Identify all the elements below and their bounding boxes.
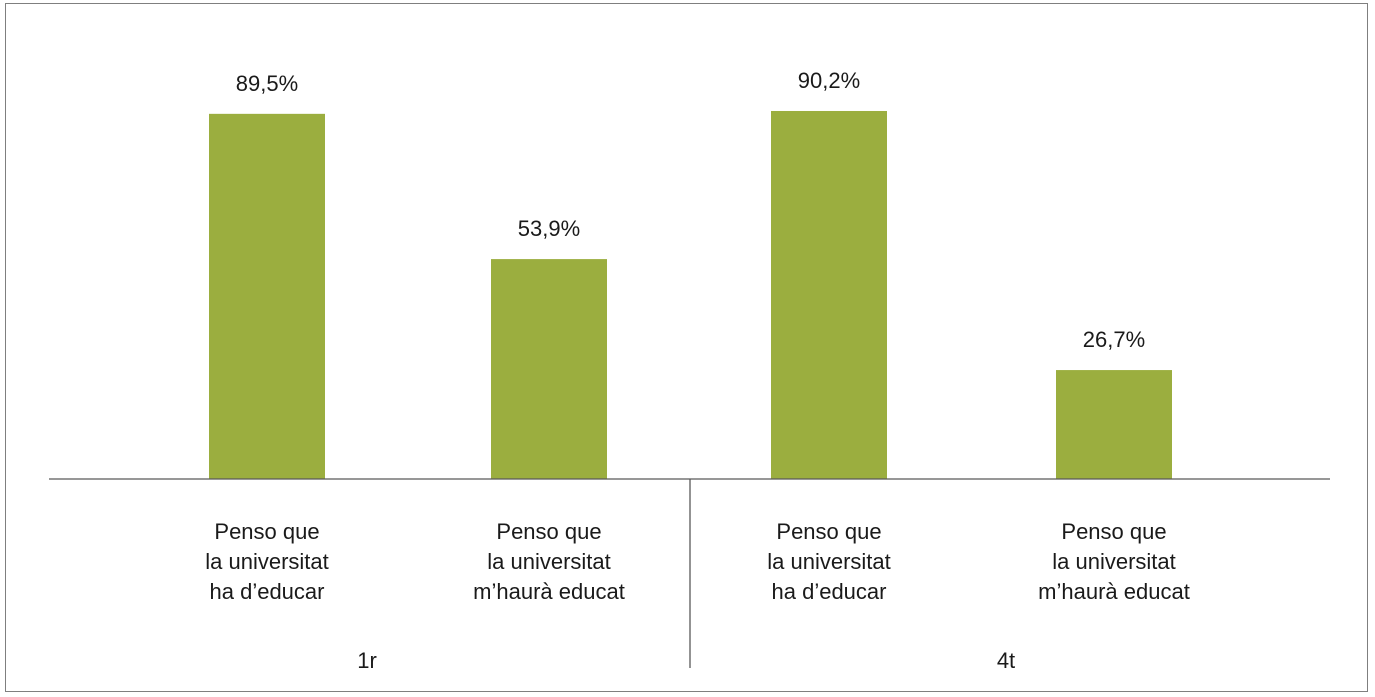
bar-chart: 89,5% 53,9% 90,2% 26,7% Penso que la univers… (49, 68, 1330, 673)
category-label-line: Penso que (214, 519, 319, 544)
category-label-line: ha d’educar (210, 579, 325, 604)
bars-layer (209, 110, 1172, 479)
category-label-line: la universitat (1052, 549, 1176, 574)
group-label-4t: 4t (997, 648, 1015, 673)
category-label-line: Penso que (1061, 519, 1166, 544)
labels-layer: 89,5% 53,9% 90,2% 26,7% (236, 68, 1145, 352)
bar-4 (1056, 370, 1172, 479)
bar-3 (771, 110, 887, 479)
category-label-line: la universitat (767, 549, 891, 574)
data-label-3: 90,2% (798, 68, 860, 93)
category-label-line: ha d’educar (772, 579, 887, 604)
category-label-line: la universitat (205, 549, 329, 574)
category-label-2: Penso que la universitat m’haurà educat (473, 519, 625, 604)
category-label-1: Penso que la universitat ha d’educar (205, 519, 329, 604)
bar-2 (491, 259, 607, 479)
group-label-1r: 1r (357, 648, 377, 673)
group-labels-layer: 1r 4t (357, 648, 1015, 673)
category-label-4: Penso que la universitat m’haurà educat (1038, 519, 1190, 604)
data-label-4: 26,7% (1083, 327, 1145, 352)
category-label-3: Penso que la universitat ha d’educar (767, 519, 891, 604)
category-label-line: la universitat (487, 549, 611, 574)
category-label-line: m’haurà educat (1038, 579, 1190, 604)
bar-1 (209, 113, 325, 479)
data-label-1: 89,5% (236, 71, 298, 96)
category-label-line: Penso que (496, 519, 601, 544)
category-label-line: m’haurà educat (473, 579, 625, 604)
chart-frame: 89,5% 53,9% 90,2% 26,7% Penso que la univers… (5, 3, 1368, 692)
category-labels-layer: Penso que la universitat ha d’educarPenso … (205, 519, 1190, 604)
data-label-2: 53,9% (518, 216, 580, 241)
category-label-line: Penso que (776, 519, 881, 544)
